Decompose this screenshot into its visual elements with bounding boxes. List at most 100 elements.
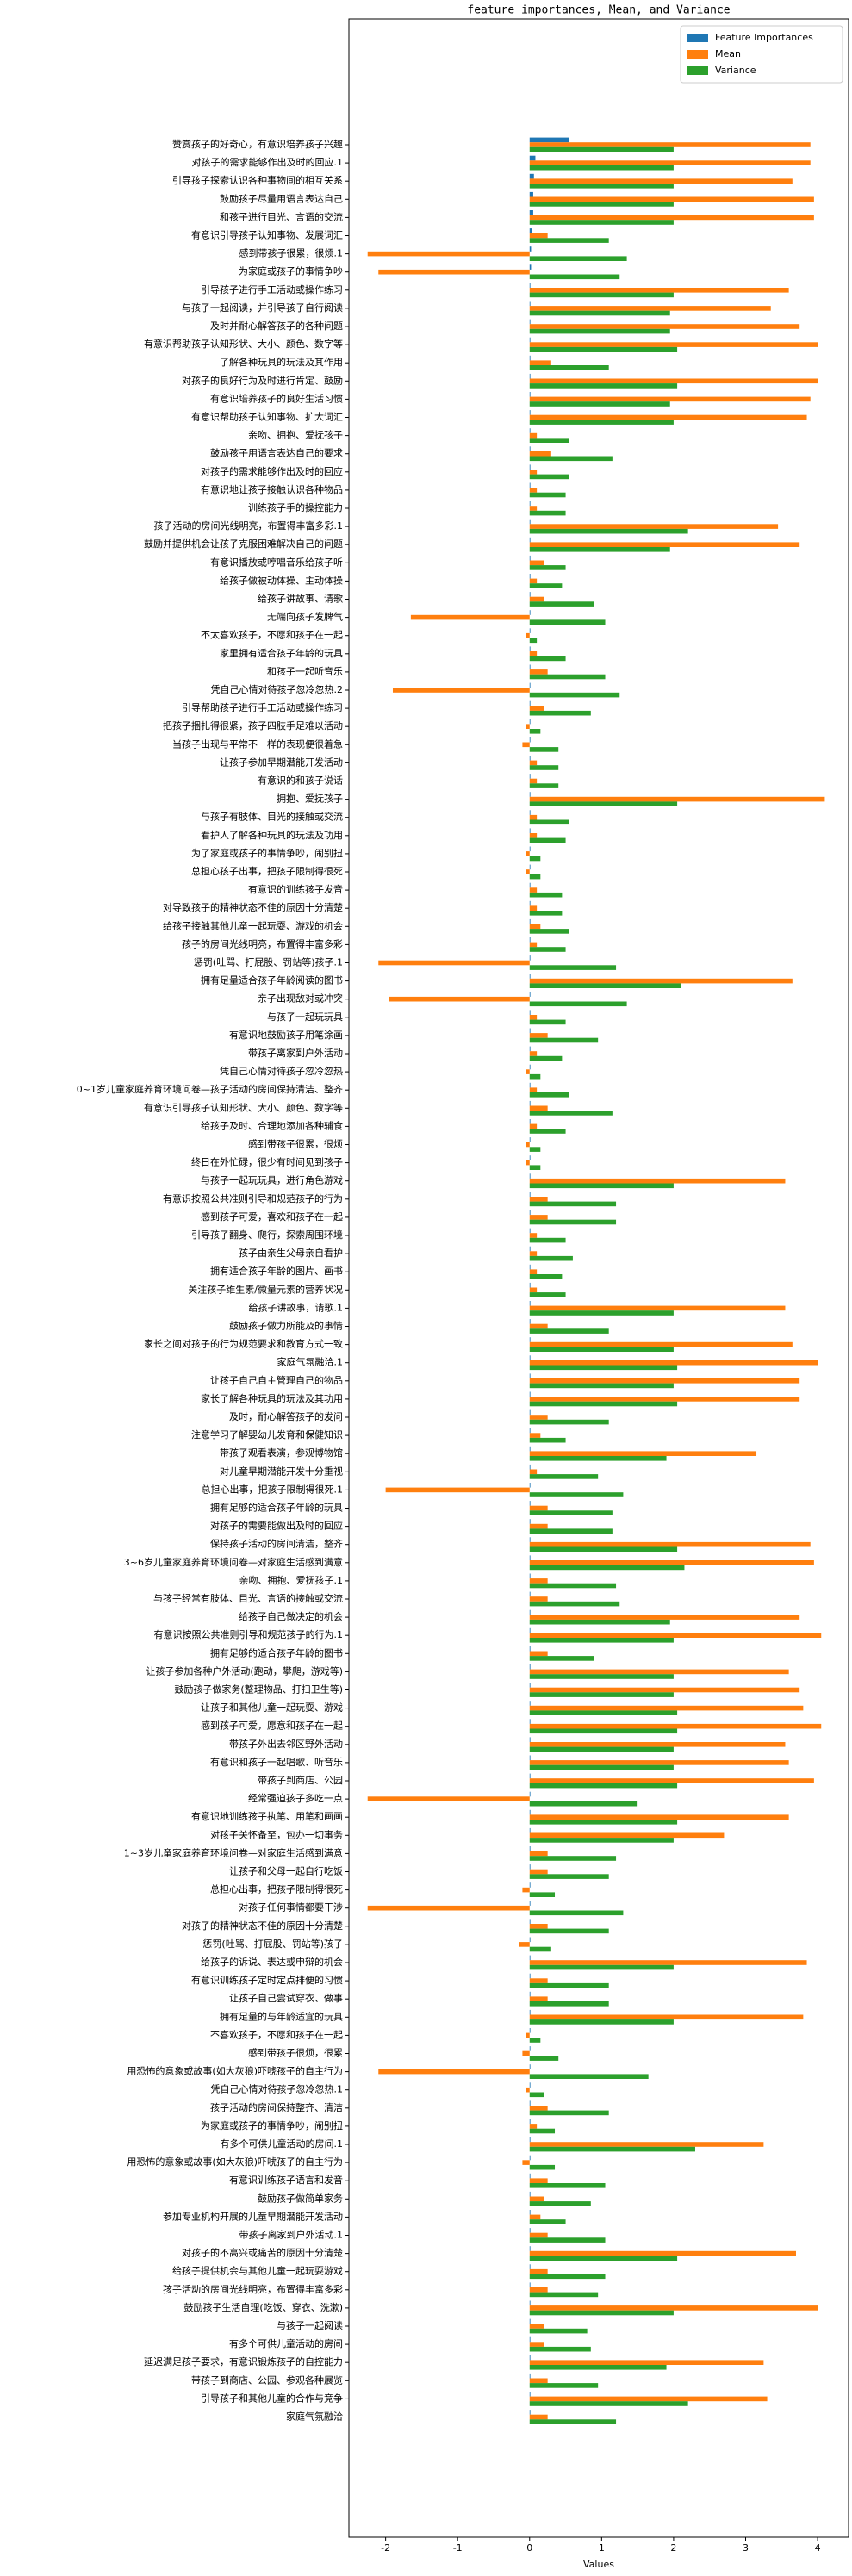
bar — [529, 1541, 811, 1547]
y-tick-label: 训练孩子手的操控能力 — [248, 501, 343, 513]
bar — [529, 2196, 544, 2202]
bar — [529, 378, 818, 384]
bar — [529, 1409, 531, 1416]
bar — [529, 1192, 531, 1197]
y-tick-label: 有意识地让孩子接触认识各种物品 — [201, 483, 343, 495]
x-tick-label: 2 — [670, 2542, 676, 2554]
bar — [529, 2274, 606, 2280]
bar — [529, 1378, 800, 1384]
y-tick-label: 注意学习了解婴幼儿发育和保健知识 — [191, 1428, 343, 1440]
bar — [529, 1523, 548, 1529]
bar — [529, 1656, 594, 1661]
bar — [529, 1982, 609, 1988]
bar — [529, 828, 531, 833]
bar — [529, 2228, 531, 2233]
bar — [529, 1147, 541, 1152]
bar — [526, 1069, 530, 1074]
bar — [529, 1210, 531, 1216]
bar — [367, 1796, 530, 1801]
bar — [529, 942, 538, 948]
bar — [529, 2019, 674, 2025]
bar — [529, 2038, 541, 2043]
bar — [529, 233, 548, 239]
bar — [529, 1960, 807, 1965]
bar — [529, 365, 609, 370]
bar — [529, 692, 620, 698]
bar — [529, 420, 674, 425]
y-tick-label: 亲吻、拥抱、爱抚孩子.1 — [239, 1574, 344, 1586]
y-tick-label: 与孩子一起玩玩具 — [267, 1011, 343, 1023]
bar — [526, 2032, 530, 2038]
y-tick-label: 给孩子讲故事、请歌 — [258, 593, 343, 605]
bar — [529, 2183, 606, 2188]
bar — [529, 1546, 678, 1552]
bar — [529, 1237, 566, 1243]
bar — [529, 142, 811, 147]
bar — [529, 310, 670, 316]
bar — [529, 1596, 548, 1602]
bar — [529, 756, 531, 761]
bar — [522, 2050, 530, 2056]
bar — [529, 1801, 638, 1807]
bar — [529, 555, 531, 561]
bar — [392, 688, 530, 693]
bar — [529, 1991, 531, 1997]
bar — [529, 833, 538, 838]
bar — [529, 578, 538, 584]
bar — [529, 1341, 793, 1347]
bar — [529, 2092, 544, 2098]
bar — [529, 1505, 548, 1511]
bar — [529, 1609, 531, 1615]
legend-label: Mean — [715, 48, 741, 59]
bar — [529, 2305, 818, 2311]
bar — [529, 2318, 531, 2324]
bar — [529, 401, 670, 407]
plot-frame — [348, 18, 849, 2538]
y-tick-label: 对孩子的需要能做出及时的回应 — [210, 1520, 343, 1532]
y-tick-label: 与孩子一起玩玩具，进行角色游戏 — [201, 1174, 343, 1186]
bar — [529, 2396, 768, 2402]
bar — [529, 342, 818, 347]
bar — [529, 955, 531, 961]
bar — [529, 1996, 548, 2001]
bar — [529, 474, 569, 480]
bar — [529, 160, 811, 165]
bar — [529, 482, 531, 488]
y-tick-label: 拥有适合孩子年龄的图片、画书 — [210, 1265, 343, 1277]
y-tick-label: 给孩子提供机会与其他儿童一起玩耍游戏 — [172, 2265, 343, 2277]
bar — [529, 1173, 531, 1179]
bar — [529, 1178, 786, 1184]
bar — [529, 1964, 674, 1970]
y-tick-label: 让孩子自己尝试穿衣、做事 — [229, 1992, 343, 2004]
bar — [529, 1832, 725, 1839]
bar — [529, 2346, 591, 2352]
y-tick-label: 有意识的和孩子说话 — [258, 775, 343, 787]
y-tick-label: 和孩子进行目光、言语的交流 — [220, 210, 343, 222]
bar — [529, 2250, 796, 2256]
y-tick-label: 有意识和孩子一起唱歌、听音乐 — [210, 1756, 343, 1768]
bar — [529, 1528, 613, 1534]
bar — [529, 1737, 531, 1742]
y-tick-label: 3~6岁儿童家庭养育环境问卷—对家庭生活感到满意 — [124, 1556, 343, 1568]
bar — [529, 1851, 548, 1857]
bar — [529, 1560, 814, 1565]
bar — [529, 2383, 599, 2388]
bar — [529, 501, 531, 507]
bar — [529, 488, 538, 493]
chart-title: feature_importances, Mean, and Variance — [467, 4, 730, 17]
bar — [529, 2219, 566, 2224]
y-tick-label: 有意识训练孩子语言和发音 — [229, 2174, 343, 2186]
bar — [529, 710, 591, 716]
bar — [526, 1160, 530, 1166]
y-tick-label: 为了家庭或孩子的事情争吵，闹别扭 — [191, 847, 343, 859]
bar — [529, 2001, 609, 2007]
y-tick-label: 用恐怖的意象或故事(如大灰狼)吓唬孩子的自主行为 — [127, 2065, 343, 2077]
y-tick-label: 参加专业机构开展的儿童早期潜能开发活动 — [163, 2210, 343, 2222]
y-tick-label: 让孩子和其他儿童一起玩耍、游戏 — [201, 1702, 343, 1714]
bar — [529, 1419, 609, 1425]
y-tick-label: 孩子由亲生父母亲自看护 — [239, 1247, 343, 1259]
bar — [529, 978, 793, 984]
bar — [529, 2373, 531, 2379]
y-tick-label: 鼓励孩子做简单家务 — [258, 2192, 343, 2204]
